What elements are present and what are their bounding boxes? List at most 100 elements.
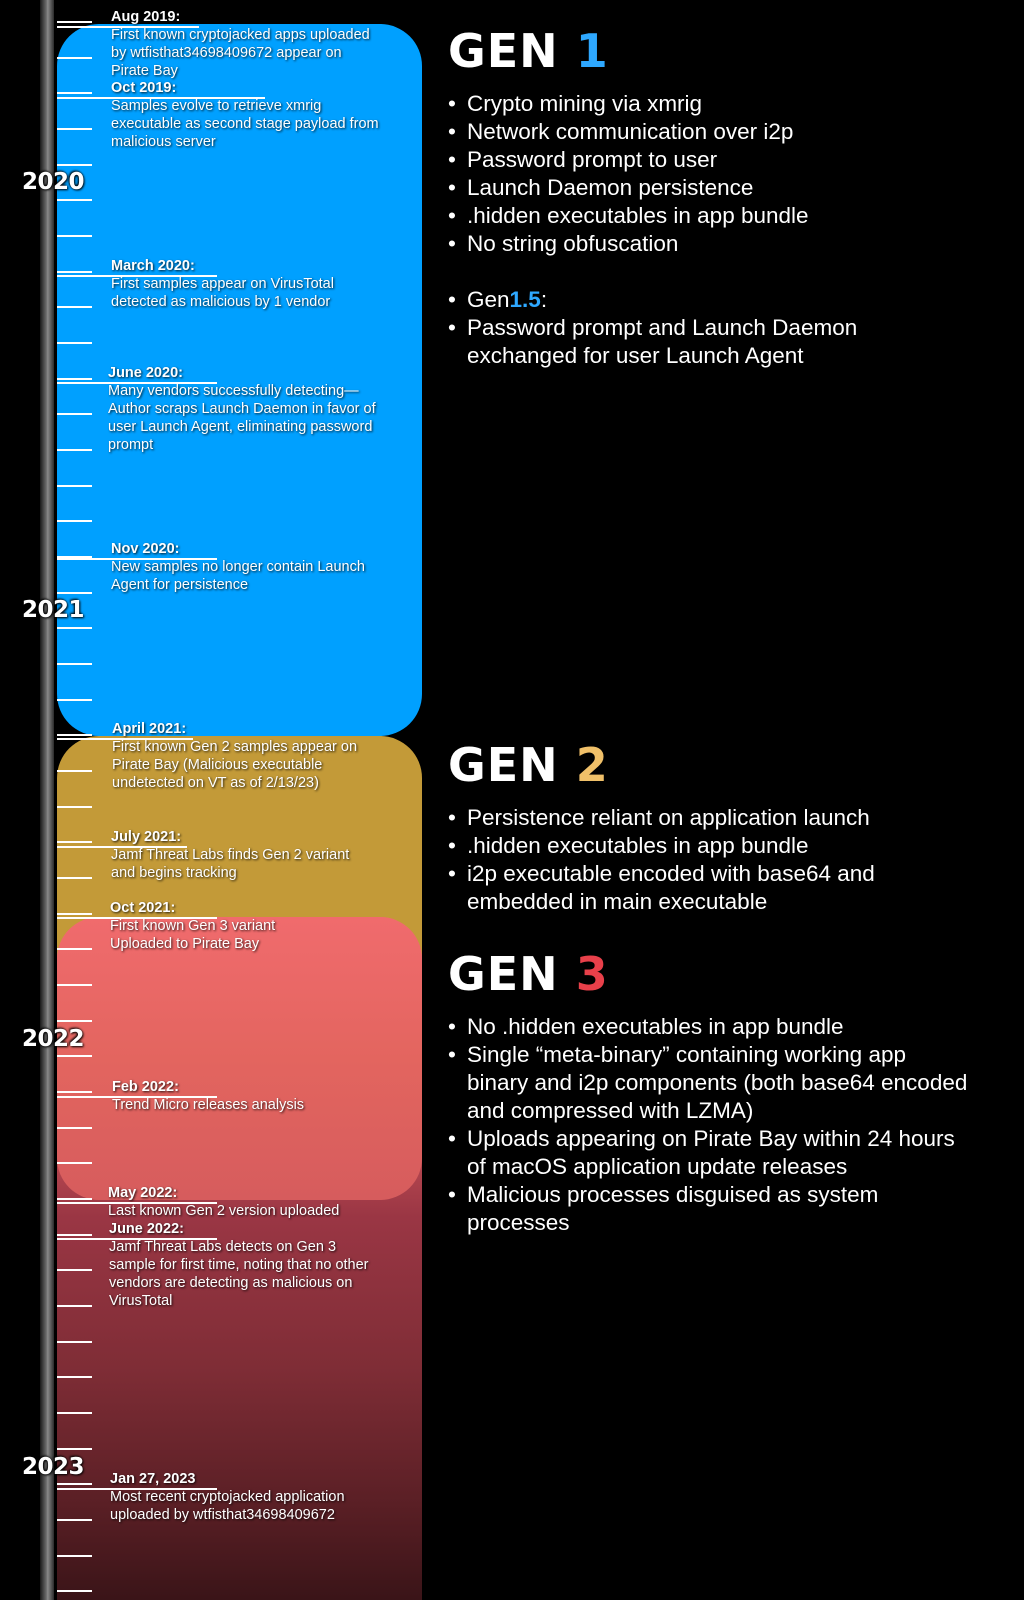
timeline-tick	[57, 1127, 92, 1129]
gen1-5-number: 1.5	[509, 287, 541, 312]
timeline-tick	[57, 734, 92, 736]
timeline-tick	[57, 21, 92, 23]
event-date: June 2020:	[108, 365, 183, 381]
timeline-tick	[57, 199, 92, 201]
event-description: First known Gen 3 variant Uploaded to Pi…	[110, 918, 276, 952]
event-description: Trend Micro releases analysis	[112, 1097, 305, 1113]
gen3-feature-item: Malicious processes disguised as system …	[448, 1181, 968, 1237]
event-description: Many vendors successfully detecting—Auth…	[108, 383, 376, 453]
timeline-tick	[57, 1412, 92, 1414]
timeline-tick	[57, 1198, 92, 1200]
timeline-tick	[57, 841, 92, 843]
timeline-tick	[57, 1590, 92, 1592]
timeline-event: March 2020: First samples appear on Viru…	[57, 257, 381, 311]
timeline-event: Oct 2019: Samples evolve to retrieve xmr…	[57, 79, 381, 151]
timeline-event: Jan 27, 2023 Most recent cryptojacked ap…	[57, 1470, 390, 1524]
event-description: Samples evolve to retrieve xmrig executa…	[111, 98, 379, 150]
timeline-event: May 2022: Last known Gen 2 version uploa…	[57, 1184, 378, 1220]
gen3-heading: GEN 3	[448, 947, 968, 1001]
gen-heading-prefix: GEN	[448, 24, 559, 78]
gen1-panel: GEN 1 Crypto mining via xmrig Network co…	[448, 24, 968, 370]
timeline-tick	[57, 485, 92, 487]
gen2-feature-item: .hidden executables in app bundle	[448, 832, 968, 860]
timeline-event: Oct 2021: First known Gen 3 variant Uplo…	[57, 899, 320, 953]
gen3-period-band	[57, 917, 422, 1600]
gen-heading-number: 2	[575, 738, 609, 792]
timeline-event: June 2020: Many vendors successfully det…	[57, 364, 388, 454]
timeline-tick	[57, 913, 92, 915]
gen-heading-prefix: GEN	[448, 947, 559, 1001]
timeline-event: Nov 2020: New samples no longer contain …	[57, 540, 401, 594]
timeline-tick	[57, 1555, 92, 1557]
gen1-5-prefix: Gen	[467, 287, 510, 312]
gen1-5-heading: Gen1.5:	[448, 286, 968, 314]
gen2-panel: GEN 2 Persistence reliant on application…	[448, 738, 968, 916]
timeline-tick	[57, 1020, 92, 1022]
timeline-tick	[57, 806, 92, 808]
gen1-heading: GEN 1	[448, 24, 968, 78]
timeline-tick	[57, 1483, 92, 1485]
gen-heading-number: 3	[575, 947, 609, 1001]
timeline-tick	[57, 877, 92, 879]
timeline-event: June 2022: Jamf Threat Labs detects on G…	[57, 1220, 369, 1310]
event-leader-line	[57, 382, 217, 384]
timeline-tick	[57, 1376, 92, 1378]
timeline-event: April 2021: First known Gen 2 samples ap…	[57, 720, 362, 792]
timeline-tick	[57, 92, 92, 94]
timeline-tick	[57, 1305, 92, 1307]
event-date: Feb 2022:	[112, 1079, 179, 1095]
timeline-tick	[57, 1055, 92, 1057]
timeline-tick	[57, 449, 92, 451]
gen1-feature-list: Crypto mining via xmrig Network communic…	[448, 90, 968, 370]
timeline-event: July 2021: Jamf Threat Labs finds Gen 2 …	[57, 828, 351, 882]
gen1-5-feature-item: Password prompt and Launch Daemon exchan…	[448, 314, 968, 370]
year-label: 2023	[22, 1454, 85, 1480]
event-date: Jan 27, 2023	[110, 1471, 196, 1487]
timeline-tick	[57, 378, 92, 380]
timeline-tick	[57, 948, 92, 950]
event-leader-line	[57, 738, 193, 740]
timeline-tick	[57, 1341, 92, 1343]
timeline-event: Feb 2022: Trend Micro releases analysis	[57, 1078, 372, 1114]
gen3-feature-item: Uploads appearing on Pirate Bay within 2…	[448, 1125, 968, 1181]
gen1-5-suffix: :	[540, 287, 548, 312]
timeline-tick	[57, 556, 92, 558]
timeline-tick	[57, 271, 92, 273]
event-description: Jamf Threat Labs finds Gen 2 variant and…	[111, 847, 350, 881]
event-date: Oct 2019:	[111, 80, 177, 96]
gen-heading-number: 1	[575, 24, 609, 78]
event-leader-line	[57, 275, 217, 277]
event-date: April 2021:	[112, 721, 187, 737]
event-description: Jamf Threat Labs detects on Gen 3 sample…	[109, 1239, 369, 1309]
gen-heading-prefix: GEN	[448, 738, 559, 792]
event-description: First known cryptojacked apps uploaded b…	[111, 27, 370, 79]
gen3-panel: GEN 3 No .hidden executables in app bund…	[448, 947, 968, 1237]
event-date: Oct 2021:	[110, 900, 176, 916]
event-leader-line	[57, 558, 217, 560]
event-leader-line	[57, 1488, 217, 1490]
timeline-tick	[57, 342, 92, 344]
timeline-event: Aug 2019: First known cryptojacked apps …	[57, 8, 381, 80]
gen2-feature-item: i2p executable encoded with base64 and e…	[448, 860, 968, 916]
gen2-feature-item: Persistence reliant on application launc…	[448, 804, 968, 832]
timeline-tick	[57, 984, 92, 986]
event-leader-line	[57, 26, 199, 28]
timeline-tick	[57, 1269, 92, 1271]
timeline-tick	[57, 627, 92, 629]
timeline-tick	[57, 1448, 92, 1450]
gen1-period-band	[57, 24, 422, 736]
timeline-tick	[57, 699, 92, 701]
timeline-tick	[57, 1162, 92, 1164]
gen1-feature-item: No string obfuscation	[448, 230, 968, 258]
gen3-feature-item: No .hidden executables in app bundle	[448, 1013, 968, 1041]
event-leader-line	[57, 917, 217, 919]
event-date: March 2020:	[111, 258, 195, 274]
timeline-tick	[57, 1519, 92, 1521]
event-leader-line	[57, 1202, 217, 1204]
timeline-tick	[57, 128, 92, 130]
gen2-heading: GEN 2	[448, 738, 968, 792]
timeline-tick	[57, 592, 92, 594]
year-label: 2022	[22, 1026, 85, 1052]
gen2-feature-list: Persistence reliant on application launc…	[448, 804, 968, 916]
event-description: Last known Gen 2 version uploaded	[108, 1203, 340, 1219]
